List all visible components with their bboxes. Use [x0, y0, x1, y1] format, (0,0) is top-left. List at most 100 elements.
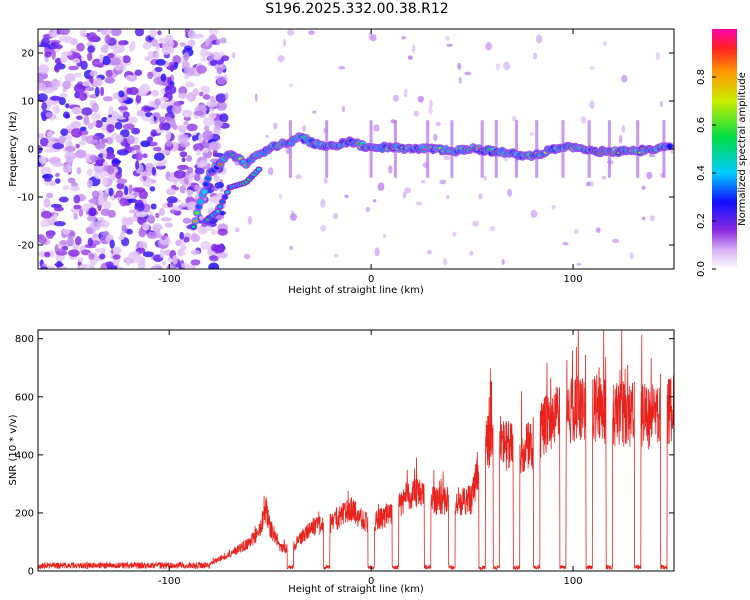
- snr-x-label: Height of straight line (km): [288, 584, 424, 595]
- noise-blob: [55, 58, 62, 65]
- noise-blob: [443, 257, 448, 266]
- noise-blob: [202, 117, 215, 126]
- noise-blob: [113, 194, 119, 199]
- noise-blob: [208, 262, 220, 269]
- chart-title: S196.2025.332.00.38.R12: [265, 1, 449, 17]
- noise-blob: [173, 169, 186, 179]
- x-tick-label: 100: [564, 274, 583, 285]
- noise-blob: [161, 235, 166, 240]
- noise-blob: [179, 151, 188, 158]
- noise-blob: [110, 29, 122, 37]
- noise-blob: [323, 177, 328, 184]
- noise-blob: [128, 251, 139, 260]
- noise-blob: [164, 34, 174, 44]
- noise-blob: [62, 228, 71, 235]
- noise-blob: [602, 40, 608, 47]
- noise-blob: [489, 226, 495, 232]
- y-tick-label: -20: [18, 241, 34, 252]
- noise-blob: [114, 121, 123, 130]
- noise-blob: [73, 194, 81, 204]
- noise-blob: [119, 197, 128, 207]
- noise-blob: [457, 62, 462, 70]
- noise-blob: [53, 212, 58, 220]
- noise-blob: [586, 181, 591, 187]
- noise-blob: [501, 259, 505, 265]
- noise-blob: [69, 186, 81, 192]
- noise-blob: [312, 110, 317, 114]
- noise-blob: [118, 90, 125, 98]
- noise-blob: [495, 63, 500, 71]
- noise-blob: [388, 165, 393, 174]
- noise-blob: [154, 51, 159, 60]
- noise-blob: [75, 149, 87, 159]
- noise-blob: [283, 38, 287, 47]
- noise-blob: [38, 93, 48, 103]
- noise-blob: [377, 182, 385, 191]
- spectral-spike: [288, 120, 292, 178]
- noise-blob: [137, 215, 147, 226]
- noise-blob: [122, 55, 131, 64]
- noise-blob: [73, 72, 83, 78]
- noise-blob: [54, 65, 60, 73]
- y-tick-label: 400: [15, 450, 34, 461]
- noise-blob: [58, 36, 69, 41]
- noise-blob: [153, 77, 163, 85]
- noise-blob: [118, 40, 125, 46]
- snr-y-label: SNR (10 * v/v): [8, 414, 19, 485]
- noise-blob: [107, 150, 113, 157]
- noise-blob: [108, 106, 114, 115]
- noise-blob: [334, 253, 339, 258]
- x-tick-label: 100: [564, 576, 583, 587]
- noise-blob: [99, 53, 104, 64]
- noise-blob: [120, 230, 125, 240]
- noise-blob: [71, 127, 83, 138]
- noise-blob: [38, 155, 47, 165]
- noise-blob: [530, 209, 538, 218]
- noise-blob: [183, 236, 190, 243]
- noise-blob: [374, 247, 380, 257]
- noise-blob: [186, 166, 194, 174]
- noise-blob: [445, 36, 450, 41]
- noise-blob: [76, 167, 82, 175]
- noise-blob: [54, 262, 64, 267]
- noise-blob: [135, 94, 142, 104]
- ridge-core: [215, 209, 220, 213]
- noise-blob: [140, 140, 151, 148]
- noise-blob: [157, 30, 162, 36]
- noise-blob: [82, 80, 92, 87]
- noise-blob: [204, 125, 210, 132]
- noise-blob: [344, 194, 349, 199]
- noise-blob: [73, 83, 86, 94]
- noise-blob: [132, 144, 141, 150]
- noise-blob: [178, 124, 187, 134]
- noise-blob: [159, 122, 165, 131]
- noise-blob: [485, 42, 493, 51]
- colorbar-tick-label: 0.6: [696, 117, 707, 133]
- noise-blob: [193, 143, 204, 152]
- noise-blob: [216, 38, 221, 46]
- noise-blob: [641, 185, 646, 190]
- noise-blob: [562, 242, 569, 246]
- noise-blob: [86, 41, 93, 47]
- noise-blob: [333, 212, 338, 220]
- noise-blob: [401, 35, 406, 40]
- noise-blob: [439, 179, 447, 185]
- noise-blob: [159, 248, 165, 259]
- noise-blob: [58, 266, 68, 269]
- noise-blob: [175, 206, 181, 212]
- noise-blob: [445, 194, 450, 200]
- noise-blob: [87, 179, 93, 189]
- noise-blob: [433, 133, 438, 142]
- noise-blob: [216, 76, 226, 85]
- noise-blob: [68, 65, 79, 71]
- noise-blob: [155, 58, 166, 66]
- noise-blob: [202, 94, 211, 100]
- noise-blob: [220, 37, 227, 44]
- noise-blob: [507, 188, 512, 197]
- colorbar-tick-label: 0.8: [696, 69, 707, 85]
- noise-blob: [452, 231, 457, 237]
- y-tick-label: -10: [18, 193, 34, 204]
- noise-blob: [190, 250, 200, 255]
- noise-blob: [224, 92, 229, 100]
- noise-blob: [200, 85, 210, 92]
